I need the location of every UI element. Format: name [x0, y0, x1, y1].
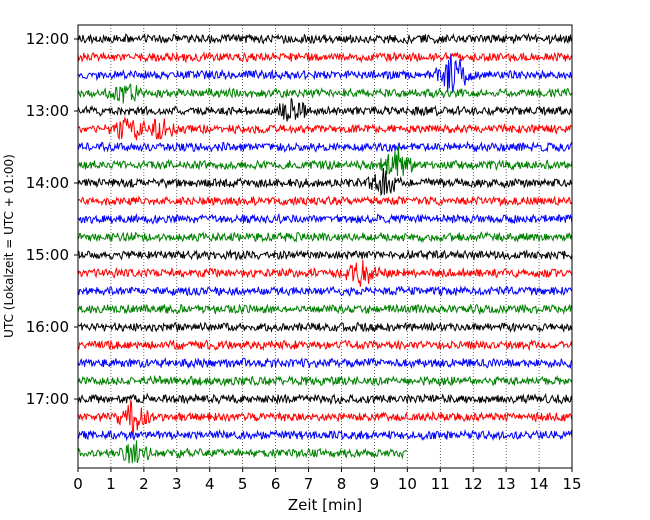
x-tick-label: 8 [337, 475, 347, 493]
y-tick-label: 14:00 [26, 174, 69, 192]
seismic-trace [77, 392, 573, 406]
x-tick-label: 3 [172, 475, 182, 493]
x-tick-label: 11 [431, 475, 450, 493]
seismic-trace [77, 248, 573, 262]
seismic-trace [77, 321, 573, 334]
seismic-trace [77, 440, 408, 464]
x-tick-label: 15 [562, 475, 581, 493]
x-tick-label: 2 [139, 475, 149, 493]
grid-lines [110, 25, 540, 468]
seismic-trace [77, 303, 573, 316]
x-tick-label: 13 [497, 475, 516, 493]
seismic-trace [77, 231, 573, 244]
seismic-trace [77, 51, 573, 64]
seismic-trace [77, 259, 573, 287]
x-axis-ticks: 0 1 2 3 4 5 6 7 8 9 10 11 12 13 14 15 [73, 468, 582, 493]
x-axis-label: Zeit [min] [288, 496, 362, 514]
seismic-trace [77, 195, 573, 207]
seismic-trace [77, 97, 573, 122]
plot-frame [77, 24, 573, 469]
y-tick-label: 16:00 [26, 318, 69, 336]
seismic-trace [77, 374, 573, 387]
x-tick-label: 4 [205, 475, 215, 493]
y-axis-label: UTC (Lokalzeit = UTC + 01:00) [2, 154, 16, 338]
x-tick-label: 14 [530, 475, 549, 493]
seismic-trace [77, 338, 573, 352]
y-tick-label: 12:00 [26, 30, 69, 48]
seismic-trace [77, 212, 573, 225]
y-tick-label: 13:00 [26, 102, 69, 120]
seismic-trace [77, 428, 573, 442]
x-tick-label: 9 [370, 475, 380, 493]
y-tick-label: 15:00 [26, 246, 69, 264]
x-tick-label: 6 [271, 475, 281, 493]
seismic-trace [77, 116, 573, 141]
seismic-trace [77, 400, 573, 439]
x-tick-label: 7 [304, 475, 314, 493]
seismic-trace [77, 167, 573, 197]
x-tick-label: 0 [73, 475, 83, 493]
y-tick-label: 17:00 [26, 390, 69, 408]
x-tick-label: 1 [106, 475, 116, 493]
seismic-trace [77, 145, 573, 177]
seismic-trace [77, 32, 573, 45]
seismic-traces [77, 32, 573, 464]
x-tick-label: 10 [398, 475, 417, 493]
seismic-trace [77, 53, 573, 93]
seismic-trace [77, 83, 573, 104]
seismic-trace [77, 285, 573, 297]
x-tick-label: 12 [464, 475, 483, 493]
seismic-trace [77, 356, 573, 370]
seismic-trace [77, 140, 573, 154]
y-axis-ticks: 12:00 13:00 14:00 15:00 16:00 17:00 [26, 30, 78, 408]
x-tick-label: 5 [238, 475, 248, 493]
